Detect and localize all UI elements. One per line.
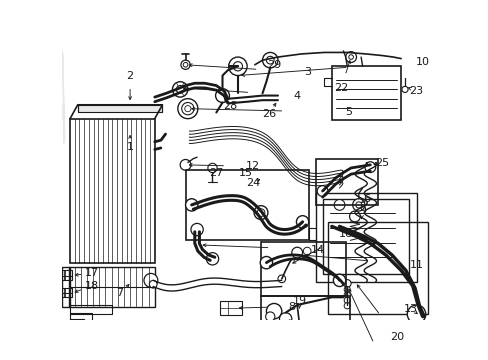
Circle shape: [333, 199, 344, 210]
Bar: [78, 105, 162, 112]
Text: 8: 8: [287, 302, 295, 311]
Circle shape: [233, 62, 242, 71]
Circle shape: [254, 206, 267, 220]
Circle shape: [296, 216, 308, 228]
Bar: [68, 266, 154, 306]
Circle shape: [266, 303, 281, 319]
Circle shape: [181, 60, 190, 69]
Bar: [62, 288, 71, 297]
Circle shape: [344, 303, 349, 309]
Bar: [316, 159, 377, 205]
Circle shape: [215, 89, 229, 103]
Polygon shape: [62, 105, 64, 119]
Circle shape: [352, 199, 364, 211]
Circle shape: [407, 305, 425, 324]
Bar: [62, 270, 71, 280]
Circle shape: [344, 287, 349, 293]
Text: 25: 25: [374, 158, 388, 167]
Text: 11: 11: [409, 260, 423, 270]
Text: 28: 28: [223, 101, 237, 111]
Text: 13: 13: [403, 304, 417, 314]
Circle shape: [343, 280, 350, 287]
Text: 23: 23: [408, 86, 423, 96]
Circle shape: [207, 163, 217, 172]
Text: 12: 12: [246, 161, 260, 171]
Circle shape: [180, 159, 190, 170]
Circle shape: [178, 99, 198, 119]
Circle shape: [228, 57, 246, 76]
Circle shape: [172, 82, 187, 97]
Text: 29: 29: [266, 60, 281, 70]
Circle shape: [190, 223, 203, 236]
Text: 1: 1: [126, 142, 133, 152]
Text: 18: 18: [84, 281, 99, 291]
Bar: [70, 319, 84, 323]
Bar: [62, 266, 70, 306]
Circle shape: [279, 313, 291, 325]
Text: 19: 19: [292, 296, 306, 306]
Bar: [322, 199, 408, 274]
Circle shape: [257, 209, 264, 216]
Text: 27: 27: [209, 167, 223, 177]
Text: 22: 22: [333, 83, 347, 93]
Bar: [70, 313, 91, 320]
Circle shape: [260, 256, 272, 269]
Text: 15: 15: [238, 167, 252, 177]
Circle shape: [183, 62, 187, 67]
Bar: [331, 66, 400, 120]
Circle shape: [262, 53, 277, 68]
Circle shape: [266, 56, 274, 64]
Text: 16: 16: [338, 229, 352, 239]
Circle shape: [333, 274, 345, 287]
Text: 4: 4: [293, 91, 300, 100]
Circle shape: [345, 52, 356, 62]
Circle shape: [149, 280, 157, 288]
Text: 2: 2: [126, 71, 133, 81]
Text: 10: 10: [415, 57, 429, 67]
Bar: [327, 222, 427, 314]
Text: 3: 3: [303, 67, 310, 77]
Polygon shape: [62, 51, 64, 143]
Text: 26: 26: [261, 109, 275, 119]
Circle shape: [317, 186, 327, 197]
Text: 5: 5: [345, 108, 351, 117]
Text: 24: 24: [245, 178, 260, 188]
Circle shape: [401, 86, 407, 93]
Text: 17: 17: [84, 267, 99, 278]
Circle shape: [303, 247, 310, 255]
Circle shape: [348, 55, 353, 59]
Text: 20: 20: [389, 332, 404, 342]
Circle shape: [182, 103, 194, 115]
Bar: [316, 193, 416, 282]
Circle shape: [185, 199, 198, 211]
Circle shape: [364, 162, 375, 172]
Circle shape: [344, 297, 349, 303]
Bar: [220, 301, 241, 315]
Text: 6: 6: [362, 194, 369, 204]
Bar: [70, 119, 154, 264]
Circle shape: [355, 202, 361, 208]
Circle shape: [291, 247, 302, 258]
Text: 9: 9: [358, 206, 366, 216]
Circle shape: [184, 105, 190, 112]
Circle shape: [206, 253, 218, 265]
Bar: [261, 296, 349, 354]
Bar: [261, 242, 345, 296]
Bar: [185, 170, 308, 239]
Circle shape: [344, 292, 349, 298]
Bar: [70, 305, 112, 314]
Circle shape: [176, 86, 183, 93]
Circle shape: [349, 211, 360, 222]
Text: 14: 14: [310, 244, 325, 255]
Circle shape: [265, 312, 274, 321]
Circle shape: [143, 274, 158, 287]
Text: 7: 7: [116, 288, 123, 298]
Circle shape: [277, 275, 285, 283]
